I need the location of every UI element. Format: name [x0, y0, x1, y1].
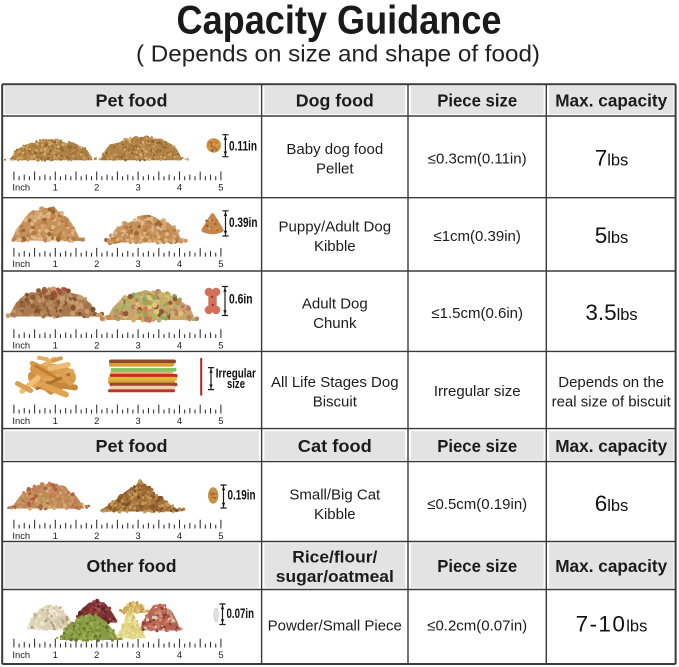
svg-text:All Life Stages Dog: All Life Stages Dog [271, 374, 399, 391]
svg-text:Small/Big Cat: Small/Big Cat [289, 486, 381, 503]
svg-text:size: size [227, 377, 245, 391]
svg-text:0.07in: 0.07in [227, 605, 255, 621]
svg-text:0.11in: 0.11in [229, 138, 257, 154]
svg-text:5lbs: 5lbs [595, 223, 629, 248]
svg-text:real size of biscuit: real size of biscuit [552, 394, 672, 411]
svg-text:0.39in: 0.39in [229, 214, 258, 230]
svg-text:Other food: Other food [87, 556, 177, 576]
svg-text:Irregular size: Irregular size [434, 383, 521, 400]
svg-text:0.6in: 0.6in [229, 291, 253, 307]
svg-text:≤0.3cm(0.11in): ≤0.3cm(0.11in) [428, 151, 527, 168]
svg-text:( Depends on size and shape of: ( Depends on size and shape of food) [136, 41, 540, 67]
svg-text:Irregular: Irregular [216, 366, 256, 380]
svg-text:Pet food: Pet food [96, 436, 168, 456]
svg-text:Biscuit: Biscuit [313, 394, 358, 411]
svg-text:sugar/oatmeal: sugar/oatmeal [276, 568, 394, 586]
svg-text:7lbs: 7lbs [595, 146, 629, 171]
svg-text:Depends on the: Depends on the [558, 374, 664, 391]
svg-text:Adult Dog: Adult Dog [302, 295, 368, 312]
svg-text:Powder/Small Piece: Powder/Small Piece [268, 618, 402, 635]
svg-text:Kibble: Kibble [314, 506, 356, 523]
svg-text:Piece size: Piece size [437, 556, 517, 576]
svg-text:Puppy/Adult Dog: Puppy/Adult Dog [279, 218, 392, 235]
svg-text:≤1.5cm(0.6in): ≤1.5cm(0.6in) [431, 305, 523, 322]
svg-text:Piece size: Piece size [437, 91, 517, 111]
svg-text:Capacity Guidance: Capacity Guidance [177, 0, 502, 43]
svg-text:Dog food: Dog food [296, 91, 374, 111]
svg-text:Pet food: Pet food [96, 91, 168, 111]
svg-text:Rice/flour/: Rice/flour/ [292, 549, 377, 567]
svg-text:Baby dog food: Baby dog food [286, 141, 383, 158]
svg-text:≤0.2cm(0.07in): ≤0.2cm(0.07in) [427, 618, 527, 635]
svg-text:Kibble: Kibble [314, 238, 356, 255]
svg-text:7-10lbs: 7-10lbs [576, 611, 648, 636]
svg-text:6lbs: 6lbs [595, 491, 629, 516]
svg-text:≤1cm(0.39in): ≤1cm(0.39in) [433, 228, 520, 245]
svg-text:≤0.5cm(0.19in): ≤0.5cm(0.19in) [427, 496, 527, 513]
svg-text:Max. capacity: Max. capacity [555, 556, 667, 576]
svg-text:Piece size: Piece size [437, 436, 517, 456]
svg-text:0.19in: 0.19in [228, 487, 256, 503]
svg-text:Pellet: Pellet [316, 161, 354, 178]
svg-text:Cat food: Cat food [298, 436, 372, 456]
svg-text:Max. capacity: Max. capacity [555, 91, 667, 111]
svg-text:Max. capacity: Max. capacity [555, 436, 667, 456]
svg-text:Chunk: Chunk [313, 315, 357, 332]
svg-text:3.5lbs: 3.5lbs [585, 300, 637, 325]
